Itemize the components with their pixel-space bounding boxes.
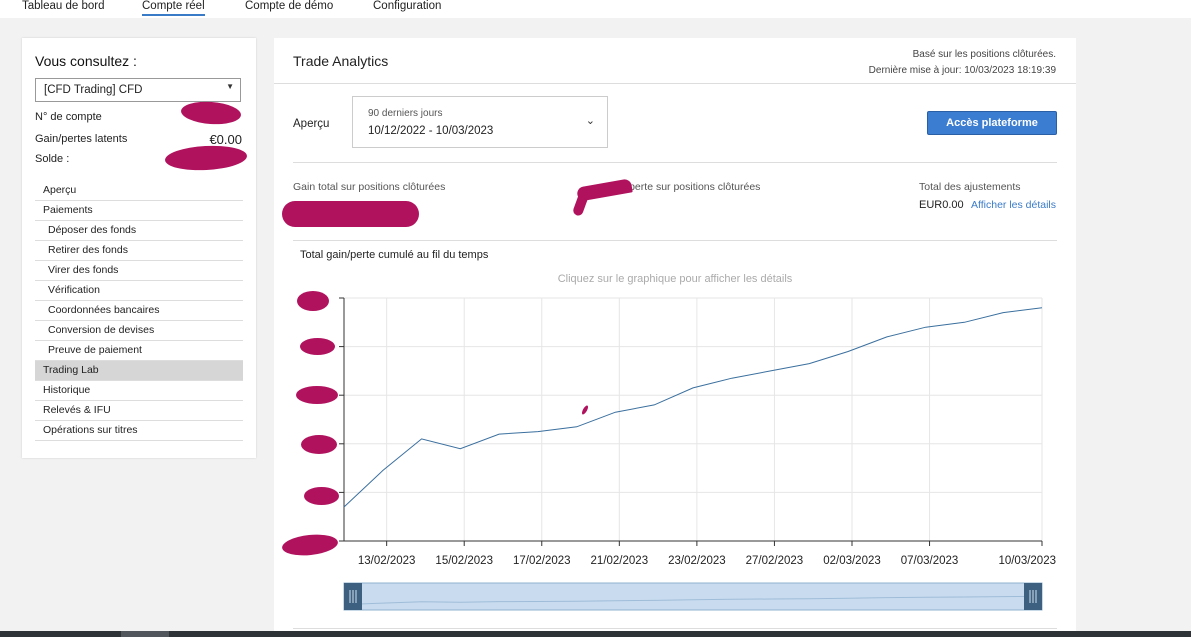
- meta-last-update: Dernière mise à jour: 10/03/2023 18:19:3…: [868, 65, 1056, 76]
- menu-item-transfer[interactable]: Virer des fonds: [35, 261, 243, 281]
- divider: [293, 628, 1057, 629]
- taskbar-item[interactable]: [121, 631, 169, 637]
- x-tick-label: 17/02/2023: [513, 555, 571, 567]
- x-tick-label: 23/02/2023: [668, 555, 726, 567]
- divider: [274, 83, 1076, 84]
- menu-item-trading-lab[interactable]: Trading Lab: [35, 361, 243, 381]
- account-select[interactable]: [CFD Trading] CFD ▼: [35, 78, 241, 102]
- chart-hint: Cliquez sur le graphique pour afficher l…: [557, 273, 793, 285]
- x-tick-label: 07/03/2023: [901, 555, 959, 567]
- period-select[interactable]: 90 derniers jours 10/12/2022 - 10/03/202…: [352, 96, 608, 148]
- tab-live-account[interactable]: Compte réel: [142, 0, 205, 16]
- meta-basis: Basé sur les positions clôturées.: [912, 49, 1056, 60]
- navigator-range[interactable]: [343, 582, 1043, 611]
- account-sidebar: Vous consultez : [CFD Trading] CFD ▼ N° …: [22, 38, 256, 458]
- menu-item-bank-details[interactable]: Coordonnées bancaires: [35, 301, 243, 321]
- redaction-mark: [180, 99, 242, 127]
- adjustments-label: Total des ajustements: [919, 181, 1021, 193]
- menu-item-payments[interactable]: Paiements: [35, 201, 243, 221]
- menu-item-deposit[interactable]: Déposer des fonds: [35, 221, 243, 241]
- show-details-link[interactable]: Afficher les détails: [971, 199, 1057, 211]
- menu-item-verification[interactable]: Vérification: [35, 281, 243, 301]
- x-tick-label: 15/02/2023: [435, 555, 493, 567]
- account-select-value: [CFD Trading] CFD: [44, 84, 143, 96]
- x-tick-label: 27/02/2023: [746, 555, 804, 567]
- redaction-mark: [296, 386, 338, 404]
- menu-item-currency-conversion[interactable]: Conversion de devises: [35, 321, 243, 341]
- chart-title: Total gain/perte cumulé au fil du temps: [300, 249, 489, 261]
- series-line: [343, 307, 1043, 508]
- redaction-mark: [164, 143, 248, 173]
- x-tick-label: 13/02/2023: [358, 555, 416, 567]
- platform-access-button[interactable]: Accès plateforme: [927, 111, 1057, 135]
- account-number-label: N° de compte: [35, 111, 102, 123]
- redaction-mark: [300, 338, 335, 355]
- menu-item-history[interactable]: Historique: [35, 381, 243, 401]
- x-tick-label: 10/03/2023: [998, 555, 1056, 567]
- caret-down-icon: ▼: [226, 82, 234, 91]
- update-info: Basé sur les positions clôturées. Derniè…: [869, 47, 1056, 79]
- chevron-down-icon: ⌄: [585, 115, 595, 127]
- redaction-mark: [304, 487, 339, 505]
- sidebar-heading: Vous consultez :: [35, 53, 137, 69]
- top-navigation: Tableau de bord Compte réel Compte de dé…: [0, 0, 1191, 18]
- navigator-series: [343, 595, 1043, 606]
- page-title: Trade Analytics: [293, 53, 389, 69]
- tab-configuration[interactable]: Configuration: [373, 0, 442, 12]
- redaction-mark: [282, 201, 419, 227]
- tab-dashboard[interactable]: Tableau de bord: [22, 0, 105, 12]
- redaction-mark: [297, 291, 329, 311]
- adjustments-value: EUR0.00: [919, 199, 964, 211]
- period-range: 10/12/2022 - 10/03/2023: [368, 125, 494, 137]
- redaction-mark: [301, 435, 337, 454]
- total-gain-label: Gain total sur positions clôturées: [293, 181, 446, 193]
- divider: [293, 240, 1057, 241]
- unrealized-label: Gain/pertes latents: [35, 133, 128, 145]
- menu-item-overview[interactable]: Aperçu: [35, 181, 243, 201]
- x-tick-label: 02/03/2023: [823, 555, 881, 567]
- menu-item-proof-of-payment[interactable]: Preuve de paiement: [35, 341, 243, 361]
- cumulative-pnl-chart[interactable]: 13/02/2023 15/02/2023 17/02/2023 21/02/2023…: [274, 38, 1076, 637]
- trade-analytics-panel: Trade Analytics Basé sur les positions c…: [274, 38, 1076, 637]
- overview-label: Aperçu: [293, 118, 330, 130]
- sidebar-menu: Aperçu Paiements Déposer des fonds Retir…: [35, 181, 243, 441]
- tab-demo-account[interactable]: Compte de démo: [245, 0, 334, 12]
- taskbar: [0, 631, 1191, 637]
- balance-label: Solde :: [35, 153, 70, 165]
- avg-gain-label: Gain/perte sur positions clôturées: [604, 181, 761, 193]
- period-label: 90 derniers jours: [368, 108, 443, 119]
- divider: [293, 162, 1057, 163]
- menu-item-statements[interactable]: Relevés & IFU: [35, 401, 243, 421]
- menu-item-withdraw[interactable]: Retirer des fonds: [35, 241, 243, 261]
- x-tick-label: 21/02/2023: [591, 555, 649, 567]
- menu-item-corporate-actions[interactable]: Opérations sur titres: [35, 421, 243, 441]
- unrealized-value: €0.00: [209, 132, 242, 147]
